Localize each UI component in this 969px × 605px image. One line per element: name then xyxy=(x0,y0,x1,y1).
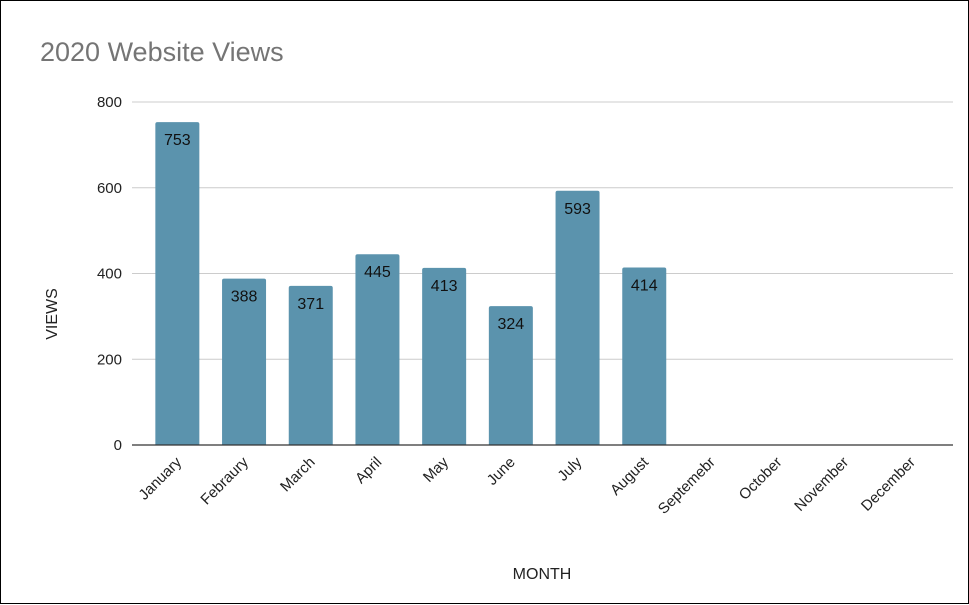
data-label-august: 414 xyxy=(631,277,658,294)
x-tick-label: December xyxy=(858,454,919,515)
data-label-febraury: 388 xyxy=(231,289,258,306)
x-axis-ticks: January Febraury March April May June July Augu… xyxy=(135,453,918,517)
y-tick-label: 800 xyxy=(97,94,122,111)
x-tick-label: Febraury xyxy=(197,453,252,508)
bar-june xyxy=(488,306,533,445)
bar-march xyxy=(288,285,333,445)
data-label-january: 753 xyxy=(164,132,191,149)
x-tick-label: June xyxy=(484,454,519,489)
gridlines xyxy=(132,101,953,360)
y-tick-label: 400 xyxy=(97,266,122,283)
bar-january xyxy=(155,122,200,446)
data-label-june: 324 xyxy=(497,316,524,333)
data-label-march: 371 xyxy=(297,296,324,313)
x-tick-label: November xyxy=(791,454,852,515)
x-axis-title: MONTH xyxy=(513,566,572,583)
x-tick-label: May xyxy=(420,453,452,485)
bar-febraury xyxy=(222,278,267,445)
x-tick-label: Septemebr xyxy=(655,454,719,518)
y-axis-ticks: 0 200 400 600 800 xyxy=(97,94,122,454)
x-tick-label: April xyxy=(352,454,385,487)
data-label-may: 413 xyxy=(431,278,458,295)
y-tick-label: 200 xyxy=(97,351,122,368)
x-tick-label: March xyxy=(277,454,318,495)
x-tick-label: August xyxy=(607,453,653,499)
bar-august xyxy=(622,267,667,445)
x-tick-label: October xyxy=(736,454,786,504)
y-axis-title: VIEWS xyxy=(44,288,61,340)
x-tick-label: January xyxy=(135,453,185,503)
bar-april xyxy=(355,254,400,445)
y-tick-label: 0 xyxy=(114,437,122,454)
bar-may xyxy=(422,267,467,445)
data-label-july: 593 xyxy=(564,201,591,218)
data-label-april: 445 xyxy=(364,264,391,281)
data-labels: 753 388 371 445 413 324 593 414 xyxy=(164,132,658,333)
y-tick-label: 600 xyxy=(97,180,122,197)
bars xyxy=(155,122,667,446)
x-tick-label: July xyxy=(554,453,585,484)
chart-title: 2020 Website Views xyxy=(40,37,284,67)
bar-july xyxy=(555,190,600,445)
